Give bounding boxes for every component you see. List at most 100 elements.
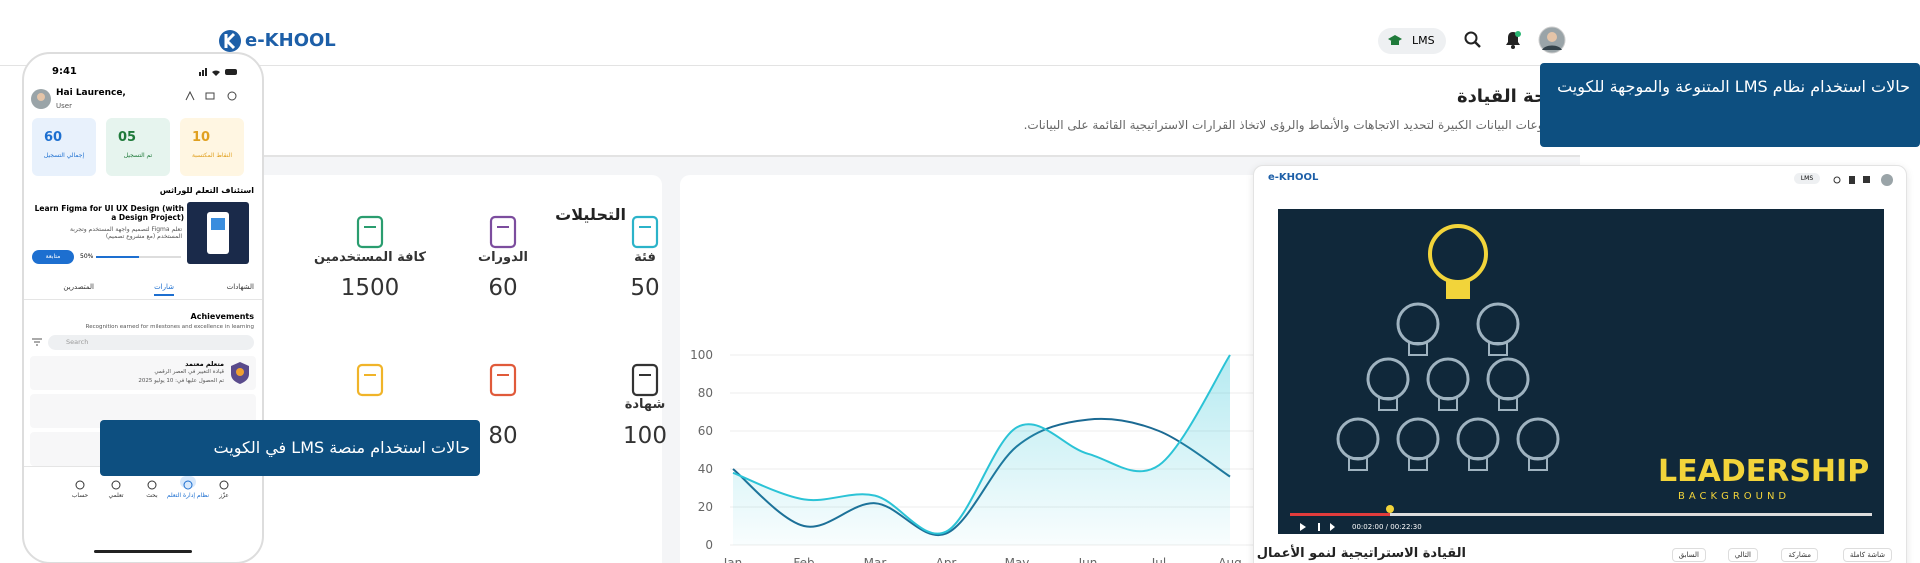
stat-icon	[625, 215, 665, 249]
icon	[183, 480, 193, 490]
banner-right: حالات استخدام نظام LMS المتنوعة والموجهة…	[1540, 63, 1920, 147]
stat-icon	[483, 363, 523, 397]
chart-card: 0 20 40 60 80 100 Jan Feb Mar Apr May Jun Jul Aug	[680, 175, 1280, 563]
video-heading: LEADERSHIP	[1658, 454, 1869, 489]
icon-shape	[356, 363, 384, 397]
logo-text[interactable]: e-KHOOL	[245, 30, 336, 51]
icon-shape	[489, 215, 517, 249]
progress-track	[1290, 513, 1872, 516]
bulb-base	[1438, 397, 1458, 411]
phone-time: 9:41	[52, 66, 77, 77]
nav-label[interactable]: عزّز	[219, 492, 229, 499]
stat-icon	[625, 363, 665, 397]
logo-icon	[219, 30, 241, 52]
video-bg	[1278, 209, 1884, 534]
video-sub: BACKGROUND	[1678, 491, 1790, 502]
bulb-base	[1408, 342, 1428, 356]
tab[interactable]: شارات	[154, 283, 174, 296]
icon	[631, 363, 659, 397]
nav-label[interactable]: نظام إدارة التعلم	[166, 492, 210, 499]
y-tick-label: 40	[698, 462, 713, 476]
nav-icon	[180, 476, 196, 490]
video-button[interactable]: التالي	[1727, 548, 1758, 562]
icon-shape	[219, 480, 229, 490]
continue-button[interactable]: متابعة	[32, 250, 74, 264]
search-placeholder: Search	[66, 338, 89, 346]
progress-fill	[96, 256, 139, 258]
phone-header-icons	[185, 90, 237, 101]
progress-label: 50%	[80, 253, 94, 260]
stat-label: شهادة	[624, 397, 666, 412]
tab[interactable]: الشهادات	[226, 283, 254, 291]
icon	[111, 480, 121, 490]
header	[0, 0, 1920, 66]
video-player[interactable]: LEADERSHIP BACKGROUND 00:02:00 / 00:22:30	[1278, 209, 1884, 534]
search-box[interactable]: Search	[48, 335, 254, 350]
item-date: تم الحصول عليها في: 10 يوليو 2025	[138, 378, 224, 384]
video-button[interactable]: مشاركة	[1781, 548, 1818, 562]
status-icons	[199, 68, 237, 76]
resume-title: استئناف التعلم للوراثس	[159, 186, 254, 195]
course-title: Learn Figma for UI UX Design (with a Des…	[34, 204, 184, 222]
icon	[489, 215, 517, 249]
video-lms[interactable]: LMS	[1794, 173, 1820, 184]
bulb-base	[1468, 457, 1488, 471]
video-buttons: شاشة كاملة مشاركة التالي السابق	[1671, 548, 1892, 563]
analytics-title: التحليلات	[555, 205, 626, 224]
icon-shape	[75, 480, 85, 490]
area	[733, 355, 1230, 545]
tab-divider	[24, 299, 262, 300]
search-icon[interactable]	[1464, 31, 1482, 49]
icon-shape	[631, 363, 659, 397]
tab[interactable]: المتصدرين	[63, 283, 94, 291]
cap-icon	[1388, 35, 1402, 45]
x-tick-label: May	[1005, 556, 1030, 563]
stat-value: 60	[44, 130, 63, 145]
item-course: قيادة التغيير في العصر الرقمي	[154, 369, 224, 375]
item-title: متعلم معتمد	[185, 360, 224, 368]
video-time: 00:02:00 / 00:22:30	[1352, 523, 1422, 531]
y-tick-label: 20	[698, 500, 713, 514]
icons	[1833, 174, 1893, 186]
stat-label: النقاط المكتسبة	[191, 152, 233, 159]
stat-value: 1500	[340, 275, 400, 301]
icon-shape	[183, 480, 193, 490]
stat-value: 05	[118, 130, 137, 145]
nav-icon	[108, 476, 124, 490]
video-button[interactable]: شاشة كاملة	[1842, 548, 1892, 562]
line	[732, 354, 1231, 535]
playhead	[1386, 505, 1394, 513]
bulb-base	[1528, 457, 1548, 471]
icon-shape	[489, 363, 517, 397]
icon	[219, 480, 229, 490]
video-header-icons	[1829, 172, 1899, 186]
x-tick-label: Jan	[723, 556, 743, 563]
icon-shape	[111, 480, 121, 490]
bell-icon[interactable]	[1504, 30, 1522, 50]
icon	[631, 215, 659, 249]
y-tick-label: 60	[698, 424, 713, 438]
filter-icon[interactable]	[32, 338, 42, 346]
lms-pill[interactable]: LMS	[1378, 28, 1446, 54]
bulb-base	[1378, 397, 1398, 411]
stat-box: 05 تم التسجيل	[106, 118, 170, 176]
stat-value: 10	[192, 130, 211, 145]
phone-avatar	[31, 89, 51, 109]
nav-label[interactable]: تعلمي	[108, 492, 124, 499]
bulb-base	[1446, 281, 1470, 299]
icon-shape	[631, 215, 659, 249]
bulb-base	[1488, 342, 1508, 356]
greeting: Hai Laurence,	[56, 88, 126, 98]
stat-icon	[350, 215, 390, 249]
avatar[interactable]	[1538, 26, 1566, 54]
video-button[interactable]: السابق	[1671, 548, 1706, 562]
nav-label[interactable]: حساب	[71, 492, 89, 499]
stat-label: الدورات	[478, 250, 528, 265]
nav-label[interactable]: بحث	[146, 492, 158, 499]
icon	[75, 480, 85, 490]
stat-icon	[483, 215, 523, 249]
bulb-base	[1348, 457, 1368, 471]
video-logo[interactable]: e-KHOOL	[1268, 172, 1319, 183]
x-tick-label: Apr	[936, 556, 957, 563]
